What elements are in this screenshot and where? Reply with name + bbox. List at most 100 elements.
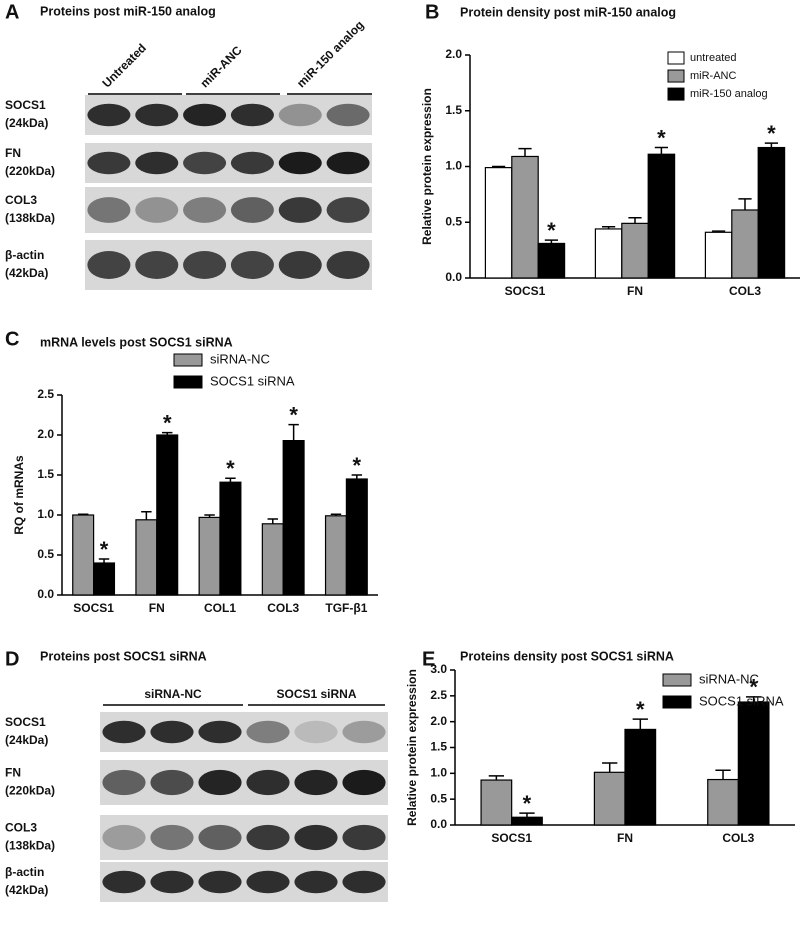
- bar: [324, 515, 348, 596]
- blot-strip: [100, 712, 388, 752]
- blot-band: [278, 151, 322, 175]
- protein-label: FN: [5, 146, 21, 160]
- error-bar: [518, 147, 532, 157]
- blot-band: [278, 251, 322, 279]
- blot-band: [150, 720, 194, 744]
- protein-label: COL3: [5, 821, 37, 835]
- blot-band: [246, 720, 290, 744]
- y-tick-label: 2.5: [37, 387, 54, 401]
- y-axis-label: Relative protein expression: [420, 88, 434, 245]
- bar: [282, 440, 305, 596]
- panel-letter: A: [5, 1, 19, 23]
- group-label: miR-150 analog: [294, 18, 367, 91]
- legend-label: miR-ANC: [690, 70, 736, 82]
- legend-swatch: [662, 673, 692, 687]
- blot-band: [183, 103, 227, 127]
- blot-strip: [85, 95, 372, 135]
- blot-band: [294, 870, 338, 894]
- legend-swatch: [173, 353, 203, 367]
- bar: [537, 242, 566, 279]
- blot-band: [294, 720, 338, 744]
- x-tick-label: COL1: [204, 601, 236, 615]
- blot-band: [198, 769, 242, 796]
- group-label: Untreated: [99, 41, 149, 91]
- x-tick-label: TGF-β1: [325, 601, 367, 615]
- error-bar: [77, 513, 89, 515]
- x-tick-label: SOCS1: [491, 831, 532, 845]
- blot-band: [230, 103, 274, 127]
- weight-label: (220kDa): [5, 784, 55, 798]
- x-tick-label: SOCS1: [73, 601, 114, 615]
- bar: [92, 562, 116, 596]
- x-tick-label: COL3: [722, 831, 754, 845]
- y-tick-label: 1.5: [445, 103, 462, 117]
- y-tick-label: 1.0: [430, 766, 447, 780]
- blot-band: [135, 197, 179, 223]
- significance-label: *: [636, 697, 645, 722]
- blot-band: [198, 720, 242, 744]
- weight-label: (42kDa): [5, 266, 48, 280]
- error-bar: [492, 165, 506, 168]
- y-axis-label: Relative protein expression: [405, 669, 419, 826]
- y-tick-label: 0.5: [430, 791, 447, 805]
- error-bar: [712, 230, 726, 233]
- legend-swatch: [662, 695, 692, 709]
- y-tick-label: 2.0: [37, 427, 54, 441]
- blot-band: [342, 769, 386, 796]
- blot-band: [87, 151, 131, 175]
- error-bar: [745, 696, 762, 703]
- legend-swatch: [667, 69, 685, 83]
- blot-band: [246, 824, 290, 851]
- blot-band: [198, 870, 242, 894]
- blot-band: [183, 197, 227, 223]
- error-bar: [288, 423, 299, 441]
- chart-title: Protein density post miR-150 analog: [460, 5, 676, 19]
- legend-swatch: [667, 51, 685, 65]
- blot-band: [150, 824, 194, 851]
- blot-band: [326, 251, 370, 279]
- legend-label: SOCS1 siRNA: [699, 693, 784, 708]
- bar: [480, 779, 513, 826]
- error-bar: [351, 474, 363, 479]
- y-tick-label: 1.5: [430, 740, 447, 754]
- error-bar: [544, 239, 558, 244]
- protein-label: β-actin: [5, 865, 44, 879]
- blot-band: [87, 103, 131, 127]
- error-bar: [267, 518, 278, 524]
- blot-strip: [100, 760, 388, 805]
- panel-letter: D: [5, 648, 19, 670]
- error-bar: [488, 775, 505, 781]
- legend-swatch: [667, 87, 685, 101]
- significance-label: *: [547, 218, 556, 243]
- y-tick-label: 2.0: [430, 714, 447, 728]
- blot-band: [183, 151, 227, 175]
- bar: [198, 516, 221, 596]
- error-bar: [98, 558, 110, 563]
- error-bar: [225, 477, 236, 483]
- blot-band: [198, 824, 242, 851]
- blot-band: [150, 769, 194, 796]
- blot-band: [278, 197, 322, 223]
- x-tick-label: FN: [149, 601, 165, 615]
- significance-label: *: [163, 410, 172, 435]
- x-tick-label: FN: [627, 284, 643, 298]
- panel-title: Proteins post SOCS1 siRNA: [40, 649, 207, 663]
- blot-band: [278, 103, 322, 127]
- weight-label: (24kDa): [5, 116, 48, 130]
- legend-swatch: [173, 375, 203, 389]
- error-bar: [654, 146, 668, 155]
- blot-band: [87, 197, 131, 223]
- blot-band: [135, 251, 179, 279]
- blot-strip: [100, 862, 388, 902]
- significance-label: *: [226, 456, 235, 481]
- y-tick-label: 2.0: [445, 47, 462, 61]
- significance-label: *: [749, 675, 758, 700]
- weight-label: (42kDa): [5, 883, 48, 897]
- blot-band: [246, 870, 290, 894]
- blot-band: [135, 103, 179, 127]
- panel-letter: B: [425, 1, 439, 23]
- blot-strip: [85, 187, 372, 233]
- significance-label: *: [657, 125, 666, 150]
- significance-label: *: [289, 402, 298, 427]
- panel-letter: C: [5, 328, 19, 350]
